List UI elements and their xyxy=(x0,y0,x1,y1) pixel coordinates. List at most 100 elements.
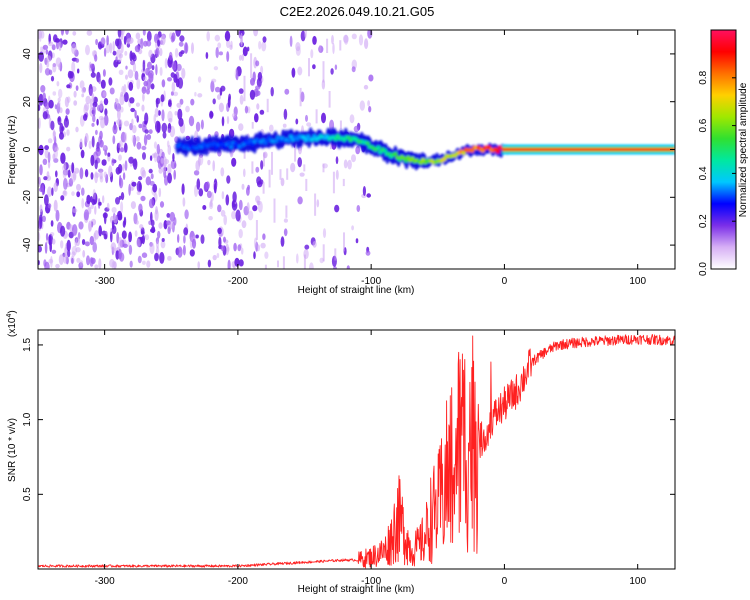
svg-text:(x104): (x104) xyxy=(6,310,18,337)
spectrogram-noise-cell xyxy=(253,30,259,37)
spectrogram-noise-cell xyxy=(331,34,334,45)
snr-panel: -300 -200 -100 0 100 0.5 1.0 1.5 Height of str… xyxy=(6,310,676,595)
spectrogram-ridge-core xyxy=(406,155,411,160)
snr-multiplier: (x104) xyxy=(6,310,18,337)
spectrogram-noise-cell xyxy=(146,88,150,95)
spectrogram-noise-cell xyxy=(46,55,52,63)
spectrogram-noise-cell xyxy=(48,99,54,109)
spectrogram-y-ticks: -40 -20 0 20 40 xyxy=(22,48,675,252)
spectrogram-noise-cell xyxy=(138,203,143,213)
snr-x-tick-label: 100 xyxy=(629,576,646,587)
spectrogram-noise-cell xyxy=(148,198,155,209)
spectrogram-noise-cell xyxy=(81,239,86,245)
spectrogram-noise-cell xyxy=(57,100,61,107)
spectrogram-noise-cell xyxy=(96,118,99,126)
spectrogram-noise-cell xyxy=(156,121,161,133)
spectrogram-noise-cell xyxy=(66,84,71,89)
spectrogram-noise-cell xyxy=(283,228,288,237)
spectrogram-noise-cell xyxy=(75,126,79,133)
spectrogram-noise-cell xyxy=(148,72,154,83)
snr-x-ticks: -300 -200 -100 0 100 xyxy=(95,330,646,587)
spectrogram-noise-cell xyxy=(103,47,107,58)
spectrogram-noise-cell xyxy=(58,88,63,99)
spectrogram-ridge-core xyxy=(376,145,381,150)
spectrogram-noise-cell xyxy=(180,50,185,55)
spectrogram-noise-cell xyxy=(260,242,266,249)
spectrogram-streak xyxy=(308,58,310,77)
spectrogram-ridge xyxy=(175,127,675,171)
spectrogram-noise-cell xyxy=(38,51,44,62)
spectrogram-noise-cell xyxy=(227,259,231,269)
spectrogram-noise-cell xyxy=(220,245,225,252)
spectrogram-noise-cell xyxy=(92,105,96,117)
spectrogram-noise-cell xyxy=(226,116,230,125)
snr-line xyxy=(38,333,675,569)
spectrogram-noise-cell xyxy=(334,64,338,70)
spectrogram-streak xyxy=(277,260,279,268)
spectrogram-noise-cell xyxy=(127,69,134,79)
spectrogram-noise-cell xyxy=(63,117,69,128)
spectrogram-noise-cell xyxy=(38,30,42,39)
spectrogram-noise-cell xyxy=(92,114,96,123)
spectrogram-ridge-core xyxy=(303,137,309,142)
spectrogram-noise-cell xyxy=(42,215,46,222)
spectrogram-noise-cell xyxy=(217,204,222,213)
spectrogram-noise-cell xyxy=(99,170,103,180)
spectrogram-noise-cell xyxy=(59,132,64,140)
spectrogram-noise-cell xyxy=(233,106,238,117)
spectrogram-noise-cell xyxy=(47,41,54,47)
spectrogram-noise-cell xyxy=(221,116,225,127)
spectrogram-noise-cell xyxy=(136,115,139,123)
spectrogram-noise-cell xyxy=(135,102,140,107)
spectrogram-noise-cell xyxy=(105,173,109,184)
spectrogram-noise-cell xyxy=(61,126,65,131)
spectrogram-noise-cell xyxy=(111,207,117,213)
spectrogram-noise-cell xyxy=(80,149,85,159)
spectrogram-noise-cell xyxy=(173,91,179,97)
spectrogram-noise-cell xyxy=(261,41,267,52)
spectrogram-noise-cell xyxy=(150,219,155,227)
spectrogram-noise-cell xyxy=(167,172,173,184)
spectrogram-noise-cell xyxy=(168,117,173,123)
spectrogram-noise-cell xyxy=(65,108,70,115)
spectrogram-noise-cell xyxy=(220,85,226,92)
snr-y-tick-label: 0.5 xyxy=(22,487,33,501)
spectrogram-streak xyxy=(251,122,254,129)
spectrogram-noise-cell xyxy=(226,39,231,49)
spectrogram-noise-cell xyxy=(54,146,60,151)
spectrogram-noise-cell xyxy=(290,162,296,173)
spectrogram-noise-cell xyxy=(45,49,49,55)
spectrogram-streak xyxy=(282,256,285,269)
spectrogram-noise-cell xyxy=(62,252,68,264)
spectrogram-noise-cell xyxy=(209,199,213,208)
spectrogram-noise-cell xyxy=(368,106,372,113)
spectrogram-noise-cell xyxy=(335,169,339,180)
spectrogram-noise-cell xyxy=(181,67,186,79)
spectrogram-noise-cell xyxy=(86,255,90,266)
spectrogram-noise-cell xyxy=(238,88,244,94)
spectrogram-noise-cell xyxy=(98,77,101,85)
spectrogram-streak xyxy=(268,169,271,188)
spectrogram-noise-cell xyxy=(280,177,285,187)
spectrogram-noise-cell xyxy=(140,167,146,177)
spectrogram-noise-cell xyxy=(115,166,121,175)
snr-x-tick-label: -100 xyxy=(361,576,381,587)
spectrogram-noise-cell xyxy=(60,152,66,164)
spectrogram-noise-cell xyxy=(185,42,188,54)
spectrogram-noise-cell xyxy=(262,36,267,43)
spectrogram-noise-cell xyxy=(53,199,58,212)
spectrogram-streak xyxy=(299,87,302,107)
spectrogram-noise-cell xyxy=(42,44,49,50)
spectrogram-noise-cell xyxy=(94,54,98,62)
spectrogram-noise-cell xyxy=(359,100,365,111)
spectrogram-noise-cell xyxy=(128,244,133,255)
spectrogram-noise-cell xyxy=(351,66,356,73)
spectrogram-noise-cell xyxy=(123,35,127,45)
spectrogram-noise-cell xyxy=(83,209,89,221)
spectrogram-ridge-core xyxy=(410,156,415,161)
spectrogram-streak xyxy=(251,161,254,174)
spectrogram-noise-cell xyxy=(139,224,144,230)
spectrogram-noise-cell xyxy=(212,98,216,105)
spectrogram-streak xyxy=(334,248,337,261)
snr-y-ticks: 0.5 1.0 1.5 xyxy=(22,338,675,501)
